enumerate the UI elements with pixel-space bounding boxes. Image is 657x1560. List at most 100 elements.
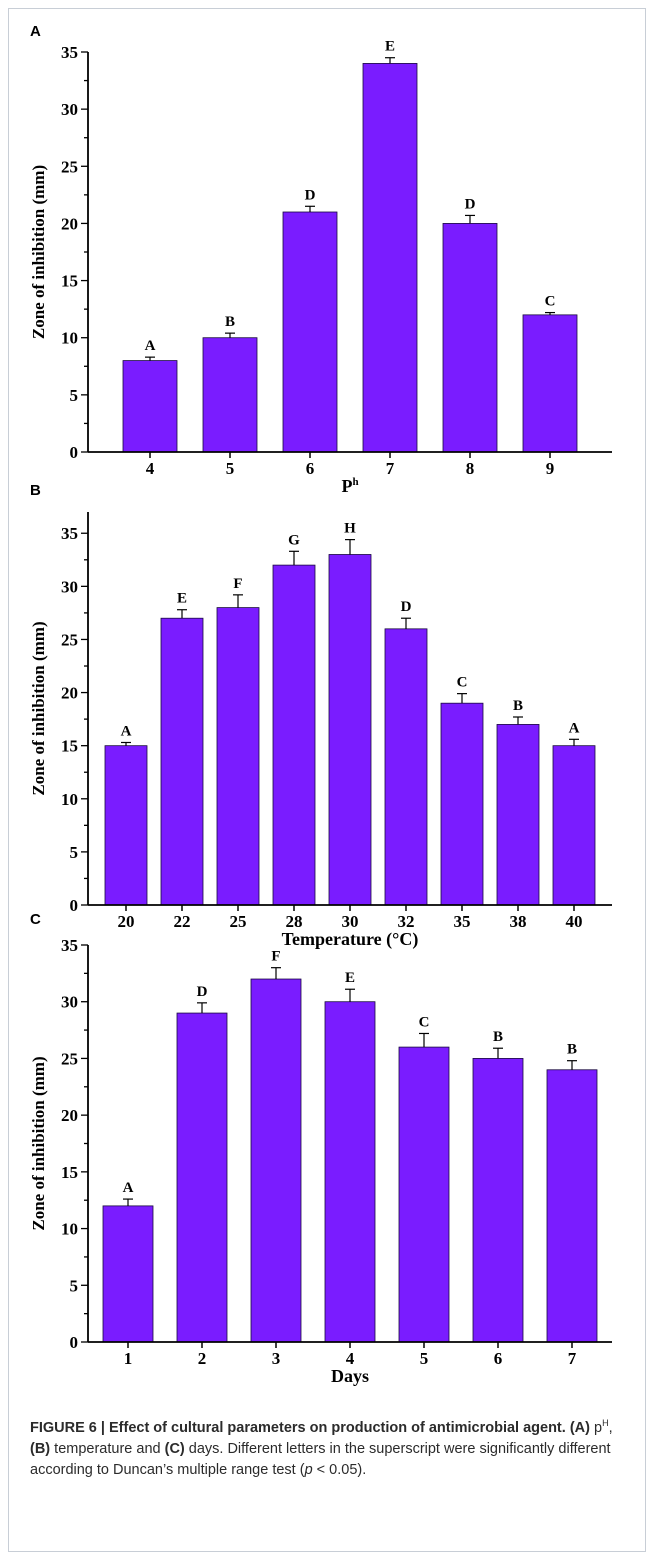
panel-a-x-tick-label: 8 bbox=[466, 459, 475, 478]
panel-a-y-tick-label: 25 bbox=[61, 157, 78, 176]
panel-b-y-tick-label: 20 bbox=[61, 684, 78, 703]
panel-b-significance-letter: G bbox=[288, 532, 300, 548]
panel-c-significance-letter: B bbox=[493, 1029, 503, 1045]
panel-b-y-tick-label: 0 bbox=[70, 896, 79, 915]
panel-b-significance-letter: A bbox=[121, 723, 132, 739]
panel-a-x-tick-label: 9 bbox=[546, 459, 555, 478]
panel-c-y-tick-label: 0 bbox=[70, 1333, 79, 1352]
panel-c-y-tick-label: 5 bbox=[70, 1276, 79, 1295]
panel-b-y-tick-label: 15 bbox=[61, 737, 78, 756]
panel-b-bar bbox=[104, 745, 148, 906]
panel-a-y-tick-label: 0 bbox=[70, 443, 79, 462]
panel-c-bar bbox=[176, 1012, 228, 1343]
panel-b-y-tick-label: 5 bbox=[70, 843, 79, 862]
panel-c-significance-letter: B bbox=[567, 1042, 577, 1058]
panel-b-x-tick-label: 35 bbox=[454, 912, 471, 931]
panel-b-bar bbox=[328, 554, 372, 906]
caption-p-rest: < 0.05). bbox=[312, 1462, 367, 1478]
panel-b-bar bbox=[160, 617, 204, 906]
panel-b-y-tick-label: 25 bbox=[61, 630, 78, 649]
panel-b-x-tick-label: 38 bbox=[510, 912, 527, 931]
panel-c-letter: C bbox=[30, 911, 41, 928]
panel-c-x-tick-label: 6 bbox=[494, 1349, 503, 1368]
panel-c-significance-letter: F bbox=[271, 949, 280, 965]
panel-b-x-tick-label: 28 bbox=[286, 912, 303, 931]
panel-b-bar bbox=[496, 724, 540, 906]
panel-c-bar bbox=[472, 1058, 524, 1343]
figure-caption: FIGURE 6 | Effect of cultural parameters… bbox=[30, 1418, 630, 1481]
panel-a-x-tick-label: 5 bbox=[226, 459, 235, 478]
panel-a-x-axis-title-sup: h bbox=[352, 476, 358, 488]
panel-a-y-tick-label: 30 bbox=[61, 100, 78, 119]
panel-b-bar bbox=[552, 745, 596, 906]
panel-c-significance-letter: D bbox=[197, 984, 208, 1000]
panel-a-significance-letter: D bbox=[465, 196, 476, 212]
panel-c-x-tick-label: 7 bbox=[568, 1349, 577, 1368]
panel-b-y-tick-label: 30 bbox=[61, 577, 78, 596]
panel-c-y-tick-label: 20 bbox=[61, 1106, 78, 1125]
panel-a-significance-letter: B bbox=[225, 314, 235, 330]
panel-c-x-axis-title: Days bbox=[331, 1366, 369, 1386]
panel-b-x-tick-label: 25 bbox=[230, 912, 247, 931]
panel-c-x-tick-label: 3 bbox=[272, 1349, 281, 1368]
panel-a-y-tick-label: 20 bbox=[61, 214, 78, 233]
caption-a-sup: H bbox=[602, 1418, 609, 1429]
panel-a-x-axis-title: Ph bbox=[341, 476, 358, 496]
panel-b-x-tick-label: 40 bbox=[566, 912, 583, 931]
panel-c-y-tick-label: 10 bbox=[61, 1220, 78, 1239]
caption-sep: , bbox=[608, 1420, 613, 1436]
panel-c-bar bbox=[324, 1001, 376, 1343]
panel-b-x-axis-title: Temperature (°C) bbox=[282, 929, 419, 950]
caption-b-text: temperature and bbox=[50, 1441, 165, 1457]
panel-c-x-tick-label: 4 bbox=[346, 1349, 355, 1368]
panel-a-significance-letter: A bbox=[145, 338, 156, 354]
panel-b-bar bbox=[272, 564, 316, 906]
panel-b-significance-letter: C bbox=[457, 675, 468, 691]
panel-b-significance-letter: F bbox=[233, 576, 242, 592]
panel-b-x-tick-label: 32 bbox=[398, 912, 415, 931]
caption-c-tag: (C) bbox=[164, 1441, 185, 1457]
caption-a-tag: (A) bbox=[569, 1420, 590, 1436]
panel-a-y-tick-label: 10 bbox=[61, 329, 78, 348]
panel-b-significance-letter: D bbox=[401, 599, 412, 615]
panel-b-x-tick-label: 22 bbox=[174, 912, 191, 931]
panel-b-bar bbox=[440, 702, 484, 906]
panel-c-bar bbox=[102, 1205, 154, 1343]
caption-a-base: p bbox=[594, 1420, 603, 1436]
panel-c-x-tick-label: 1 bbox=[124, 1349, 133, 1368]
panel-b-x-tick-label: 30 bbox=[342, 912, 359, 931]
caption-label: FIGURE 6 | Effect of cultural parameters… bbox=[30, 1420, 566, 1436]
panel-a-bar bbox=[442, 223, 498, 453]
panel-a-bar bbox=[282, 211, 338, 453]
panel-c-y-tick-label: 35 bbox=[61, 936, 78, 955]
panel-b-significance-letter: A bbox=[569, 720, 580, 736]
caption-b-tag: (B) bbox=[30, 1441, 51, 1457]
panel-a-y-axis-title: Zone of inhibition (mm) bbox=[29, 165, 48, 339]
panel-a-x-tick-label: 7 bbox=[386, 459, 395, 478]
panel-b-x-tick-label: 20 bbox=[118, 912, 135, 931]
panel-a-x-tick-label: 4 bbox=[146, 459, 155, 478]
panel-a-x-tick-label: 6 bbox=[306, 459, 315, 478]
panel-b-letter: B bbox=[30, 482, 41, 499]
panel-b-y-tick-label: 35 bbox=[61, 524, 78, 543]
panel-b-significance-letter: E bbox=[177, 591, 187, 607]
panel-a-bar bbox=[122, 360, 178, 453]
panel-c-bar bbox=[546, 1069, 598, 1343]
panel-b-y-tick-label: 10 bbox=[61, 790, 78, 809]
panel-a-y-tick-label: 35 bbox=[61, 43, 78, 62]
panel-b-significance-letter: H bbox=[344, 521, 356, 537]
panel-c-x-tick-label: 2 bbox=[198, 1349, 207, 1368]
panel-a-significance-letter: E bbox=[385, 39, 395, 55]
panel-a-y-tick-label: 5 bbox=[70, 386, 79, 405]
panel-c-bar bbox=[250, 978, 302, 1343]
panel-c-y-axis-title: Zone of inhibition (mm) bbox=[29, 1056, 48, 1230]
panel-c-bar bbox=[398, 1046, 450, 1343]
panel-a-letter: A bbox=[30, 23, 41, 40]
panel-c-y-tick-label: 25 bbox=[61, 1049, 78, 1068]
panel-a-significance-letter: D bbox=[305, 187, 316, 203]
panel-b-bar bbox=[384, 628, 428, 906]
panel-c-significance-letter: C bbox=[419, 1014, 430, 1030]
caption-p-symbol: p bbox=[304, 1462, 313, 1478]
panel-a-bar bbox=[202, 337, 258, 453]
